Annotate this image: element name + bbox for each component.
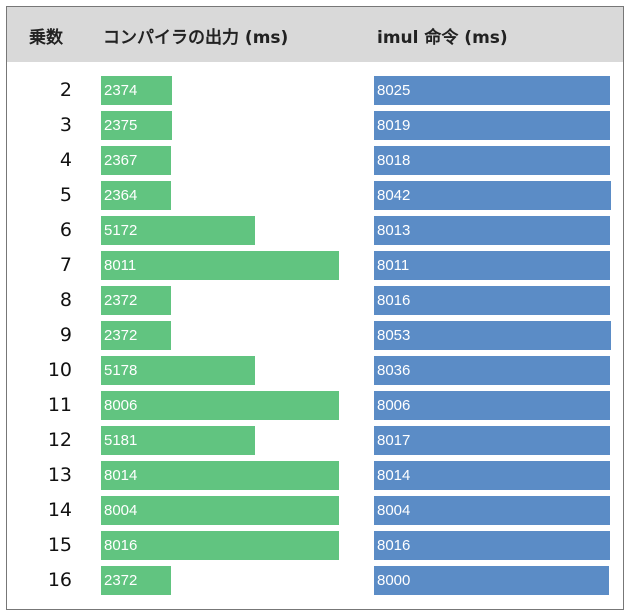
imul-bar: 8016 — [374, 531, 610, 560]
compiler-output-bar: 5181 — [101, 426, 255, 455]
row-multiplier-label: 6 — [59, 219, 72, 241]
imul-bar: 8004 — [374, 496, 610, 525]
imul-bar: 8016 — [374, 286, 610, 315]
imul-bar: 8014 — [374, 461, 610, 490]
imul-bar: 8000 — [374, 566, 609, 595]
imul-value: 8011 — [377, 257, 410, 274]
imul-value: 8018 — [377, 152, 411, 169]
compiler-output-bar: 2364 — [101, 181, 171, 210]
imul-value: 8013 — [377, 222, 411, 239]
imul-value: 8004 — [377, 502, 411, 519]
compiler-output-value: 8014 — [104, 467, 138, 484]
compiler-output-bar: 2375 — [101, 111, 172, 140]
row-multiplier-label: 3 — [59, 114, 72, 136]
row-multiplier-label: 4 — [59, 149, 72, 171]
compiler-output-value: 2374 — [104, 82, 138, 99]
row-multiplier-label: 16 — [47, 569, 72, 591]
header-compiler-output: コンパイラの出力 (ms) — [103, 28, 289, 48]
row-multiplier-label: 9 — [59, 324, 72, 346]
imul-value: 8019 — [377, 117, 411, 134]
compiler-output-bar: 2372 — [101, 286, 171, 315]
imul-bar: 8017 — [374, 426, 610, 455]
imul-bar: 8019 — [374, 111, 610, 140]
compiler-output-bar: 8016 — [101, 531, 339, 560]
imul-value: 8016 — [377, 537, 411, 554]
imul-bar: 8011 — [374, 251, 610, 280]
compiler-output-bar: 8011 — [101, 251, 339, 280]
compiler-output-value: 8006 — [104, 397, 138, 414]
imul-bar: 8042 — [374, 181, 611, 210]
compiler-output-bar: 8006 — [101, 391, 339, 420]
compiler-output-value: 5172 — [104, 222, 138, 239]
imul-bar: 8036 — [374, 356, 610, 385]
row-multiplier-label: 11 — [47, 394, 72, 416]
row-multiplier-label: 15 — [47, 534, 72, 556]
row-multiplier-label: 7 — [59, 254, 72, 276]
compiler-output-bar: 2374 — [101, 76, 172, 105]
compiler-output-value: 8004 — [104, 502, 138, 519]
compiler-output-bar: 5178 — [101, 356, 255, 385]
row-multiplier-label: 2 — [59, 79, 72, 101]
compiler-output-bar: 5172 — [101, 216, 255, 245]
compiler-output-bar: 8014 — [101, 461, 339, 490]
imul-value: 8036 — [377, 362, 411, 379]
row-multiplier-label: 10 — [47, 359, 72, 381]
imul-value: 8053 — [377, 327, 411, 344]
imul-bar: 8018 — [374, 146, 610, 175]
header-imul: imul 命令 (ms) — [377, 28, 508, 48]
table-header: 乗数 コンパイラの出力 (ms) imul 命令 (ms) — [7, 7, 623, 62]
row-multiplier-label: 12 — [47, 429, 72, 451]
compiler-output-value: 8011 — [104, 257, 137, 274]
compiler-output-value: 5181 — [104, 432, 138, 449]
compiler-output-bar: 2372 — [101, 321, 171, 350]
imul-bar: 8006 — [374, 391, 610, 420]
imul-value: 8016 — [377, 292, 411, 309]
header-multiplier: 乗数 — [29, 28, 63, 48]
imul-value: 8006 — [377, 397, 411, 414]
compiler-output-bar: 8004 — [101, 496, 339, 525]
imul-bar: 8053 — [374, 321, 611, 350]
row-multiplier-label: 5 — [59, 184, 72, 206]
compiler-output-value: 2372 — [104, 572, 138, 589]
imul-bar: 8013 — [374, 216, 610, 245]
compiler-output-bar: 2367 — [101, 146, 171, 175]
imul-value: 8017 — [377, 432, 411, 449]
imul-value: 8014 — [377, 467, 411, 484]
row-multiplier-label: 13 — [47, 464, 72, 486]
row-multiplier-label: 14 — [47, 499, 72, 521]
data-bar-table: 乗数 コンパイラの出力 (ms) imul 命令 (ms) 2 2374 8025 3… — [6, 6, 624, 610]
compiler-output-value: 2372 — [104, 327, 138, 344]
compiler-output-bar: 2372 — [101, 566, 171, 595]
compiler-output-value: 2364 — [104, 187, 138, 204]
compiler-output-value: 5178 — [104, 362, 138, 379]
imul-value: 8000 — [377, 572, 411, 589]
compiler-output-value: 2372 — [104, 292, 138, 309]
row-multiplier-label: 8 — [59, 289, 72, 311]
imul-value: 8025 — [377, 82, 411, 99]
imul-value: 8042 — [377, 187, 411, 204]
compiler-output-value: 8016 — [104, 537, 138, 554]
compiler-output-value: 2375 — [104, 117, 138, 134]
imul-bar: 8025 — [374, 76, 610, 105]
compiler-output-value: 2367 — [104, 152, 138, 169]
